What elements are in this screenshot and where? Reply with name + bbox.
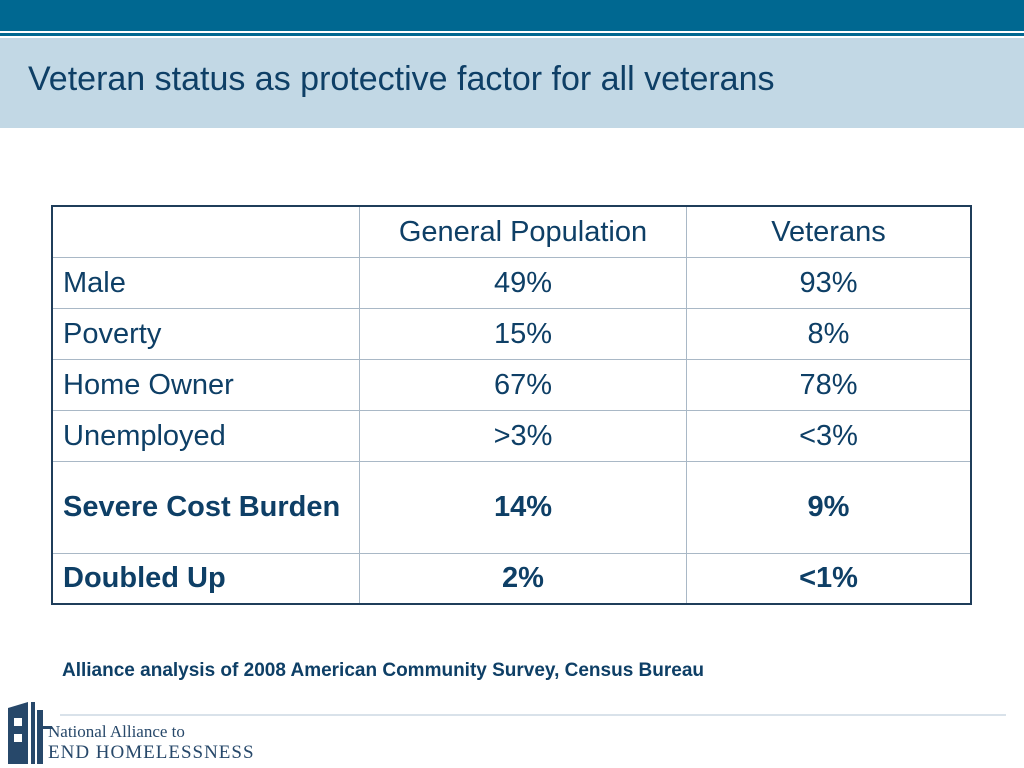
header-veterans: Veterans bbox=[686, 205, 972, 258]
row-label: Male bbox=[51, 256, 360, 309]
veterans-value: <1% bbox=[686, 552, 972, 605]
source-note: Alliance analysis of 2008 American Commu… bbox=[62, 660, 705, 681]
footer-rule bbox=[60, 714, 1006, 716]
top-bar bbox=[0, 0, 1024, 31]
veterans-value: <3% bbox=[686, 409, 972, 462]
table-row: Poverty 15% 8% bbox=[51, 307, 972, 360]
row-label: Doubled Up bbox=[51, 552, 360, 605]
row-label: Severe Cost Burden bbox=[51, 460, 360, 554]
table-row: Home Owner 67% 78% bbox=[51, 358, 972, 411]
veterans-value: 78% bbox=[686, 358, 972, 411]
general-population-value: 14% bbox=[359, 460, 687, 554]
general-population-value: >3% bbox=[359, 409, 687, 462]
row-label: Unemployed bbox=[51, 409, 360, 462]
table-row: Male 49% 93% bbox=[51, 256, 972, 309]
veterans-value: 9% bbox=[686, 460, 972, 554]
veterans-value: 93% bbox=[686, 256, 972, 309]
title-band bbox=[0, 38, 1024, 128]
header-label-cell bbox=[51, 205, 360, 258]
table-row: Doubled Up 2% <1% bbox=[51, 552, 972, 605]
veterans-value: 8% bbox=[686, 307, 972, 360]
general-population-value: 2% bbox=[359, 552, 687, 605]
building-icon bbox=[8, 702, 52, 764]
general-population-value: 67% bbox=[359, 358, 687, 411]
slide-title: Veteran status as protective factor for … bbox=[28, 60, 775, 98]
table-header-row: General Population Veterans bbox=[51, 205, 972, 258]
table-row: Unemployed >3% <3% bbox=[51, 409, 972, 462]
top-bar-line bbox=[0, 33, 1024, 36]
header-general-population: General Population bbox=[359, 205, 687, 258]
row-label: Poverty bbox=[51, 307, 360, 360]
logo bbox=[8, 702, 52, 764]
row-label: Home Owner bbox=[51, 358, 360, 411]
table-row: Severe Cost Burden 14% 9% bbox=[51, 460, 972, 554]
logo-text-line2: END HOMELESSNESS bbox=[48, 742, 255, 763]
general-population-value: 49% bbox=[359, 256, 687, 309]
data-table: General Population Veterans Male 49% 93%… bbox=[51, 205, 972, 605]
logo-text-line1: National Alliance to bbox=[48, 722, 185, 741]
general-population-value: 15% bbox=[359, 307, 687, 360]
